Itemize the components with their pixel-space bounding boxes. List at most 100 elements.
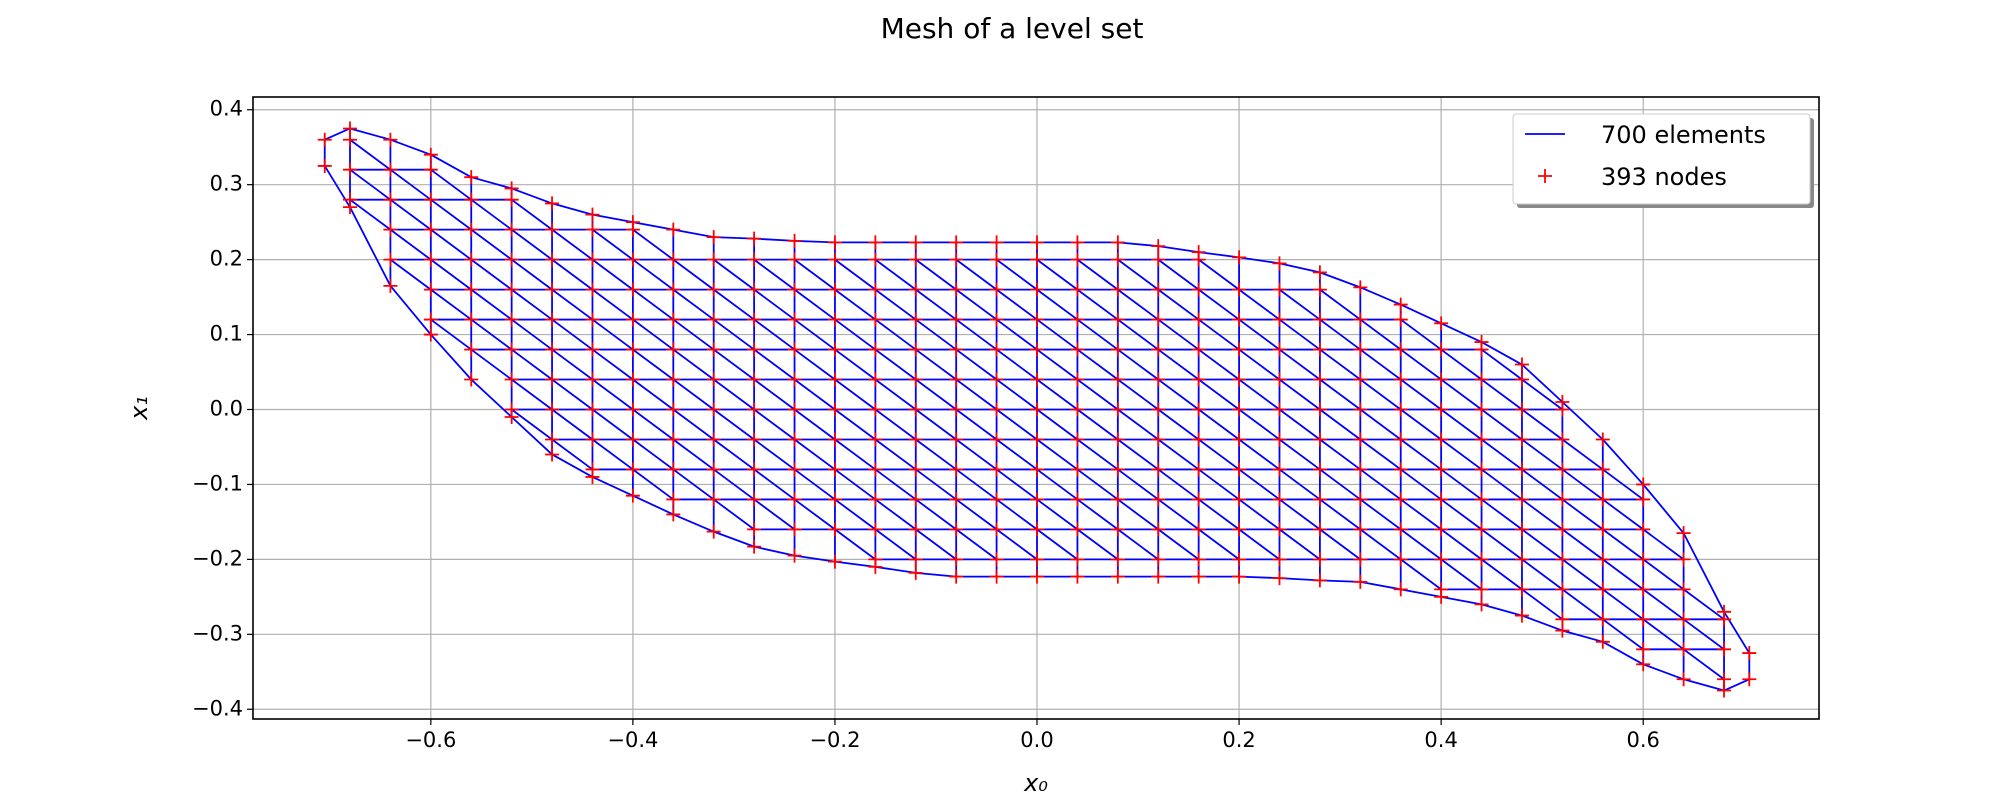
mesh-edge xyxy=(834,528,876,561)
mesh-edge xyxy=(834,348,876,381)
mesh-edge xyxy=(1602,588,1644,621)
x-tick-label: 0.2 xyxy=(1222,728,1255,752)
mesh-edge xyxy=(1319,468,1361,501)
node xyxy=(1353,522,1368,537)
node xyxy=(423,252,438,267)
node xyxy=(1232,492,1247,507)
mesh-edge xyxy=(551,202,593,216)
mesh-edge xyxy=(1036,348,1078,381)
mesh-edge xyxy=(1521,408,1563,441)
node xyxy=(504,282,519,297)
node xyxy=(706,282,721,297)
mesh-edge xyxy=(1076,438,1119,471)
mesh-edge xyxy=(1481,498,1523,531)
node xyxy=(706,372,721,387)
mesh-edge xyxy=(511,416,553,456)
node xyxy=(1474,462,1489,477)
mesh-edge xyxy=(1481,341,1523,366)
node xyxy=(1232,250,1247,265)
node xyxy=(1312,372,1327,387)
node xyxy=(1555,402,1570,417)
mesh-edge xyxy=(1238,498,1281,531)
mesh-edge xyxy=(955,288,998,321)
node xyxy=(1191,342,1206,357)
node xyxy=(545,342,560,357)
node xyxy=(464,192,479,207)
node xyxy=(1474,552,1489,567)
mesh-edge xyxy=(1642,588,1685,621)
mesh-edge xyxy=(915,348,957,381)
node xyxy=(585,342,600,357)
node xyxy=(1151,552,1166,567)
node xyxy=(1312,552,1327,567)
node xyxy=(1353,492,1368,507)
mesh-edge xyxy=(1359,378,1402,411)
mesh-edge xyxy=(1521,438,1563,471)
node xyxy=(1030,342,1045,357)
node xyxy=(1742,672,1757,687)
node xyxy=(1393,297,1408,312)
node xyxy=(1353,552,1368,567)
node xyxy=(989,402,1004,417)
mesh-edge xyxy=(1117,468,1159,501)
node xyxy=(1742,646,1757,661)
mesh-edge xyxy=(1036,528,1078,561)
mesh-edge xyxy=(1157,378,1200,411)
mesh-edge xyxy=(915,438,957,471)
node xyxy=(1434,342,1449,357)
node xyxy=(1474,342,1489,357)
node xyxy=(1070,235,1085,250)
node xyxy=(464,282,479,297)
node xyxy=(908,312,923,327)
mesh-edge xyxy=(793,348,836,381)
node xyxy=(1030,552,1045,567)
node xyxy=(1191,522,1206,537)
node xyxy=(464,372,479,387)
node xyxy=(342,200,357,215)
node xyxy=(1595,634,1610,649)
node xyxy=(908,432,923,447)
node xyxy=(1353,462,1368,477)
node xyxy=(1151,342,1166,357)
mesh-edge xyxy=(996,258,1038,291)
node xyxy=(317,158,332,173)
node xyxy=(1353,280,1368,295)
node xyxy=(585,207,600,222)
mesh-edge xyxy=(1521,588,1563,621)
mesh-edge xyxy=(1683,618,1725,651)
node xyxy=(1272,342,1287,357)
node xyxy=(747,462,762,477)
mesh-edge xyxy=(389,258,432,291)
node xyxy=(545,312,560,327)
node xyxy=(827,252,842,267)
node xyxy=(1434,552,1449,567)
node xyxy=(1514,608,1529,623)
node xyxy=(1191,282,1206,297)
mesh-edge xyxy=(1117,528,1159,561)
mesh-edge xyxy=(349,168,391,201)
mesh-edge xyxy=(753,498,796,531)
node xyxy=(666,252,681,267)
node xyxy=(1312,282,1327,297)
node xyxy=(504,409,519,424)
node xyxy=(1353,312,1368,327)
node xyxy=(1070,569,1085,584)
mesh-edge xyxy=(1198,408,1240,441)
mesh-edge xyxy=(874,318,917,351)
mesh-edge xyxy=(672,468,715,501)
mesh-edge xyxy=(430,198,472,231)
mesh-edge xyxy=(470,318,513,351)
mesh-edge xyxy=(713,348,755,381)
mesh-edge xyxy=(1400,408,1442,441)
mesh-edge xyxy=(1521,528,1563,561)
mesh-edge xyxy=(1238,288,1281,321)
y-tick-label: −0.2 xyxy=(192,546,243,570)
node xyxy=(787,462,802,477)
node xyxy=(868,522,883,537)
node xyxy=(1393,312,1408,327)
mesh-edge xyxy=(349,206,392,287)
node xyxy=(1191,569,1206,584)
node xyxy=(1312,432,1327,447)
node xyxy=(545,282,560,297)
node xyxy=(545,447,560,462)
